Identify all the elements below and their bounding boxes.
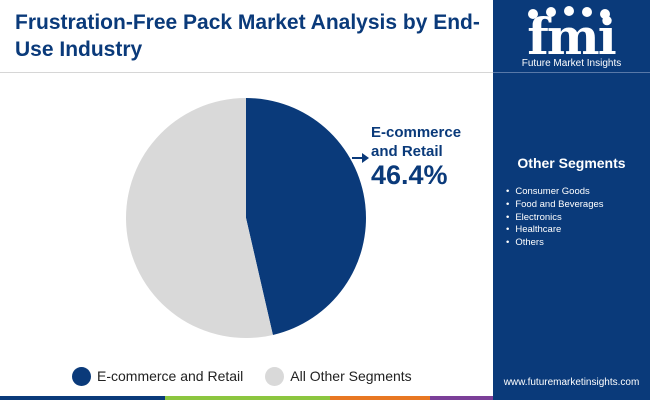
segments-list: Consumer Goods Food and Beverages Electr… [506,186,604,250]
bar-segment-blue [0,396,165,400]
sidebar: fmi Future Market Insights Other Segment… [493,0,650,400]
segment-item: Healthcare [506,224,604,237]
logo-dot-icon [600,9,610,19]
legend-label-ecommerce: E-commerce and Retail [97,368,244,384]
logo-name: Future Market Insights [521,58,622,69]
page-title: Frustration-Free Pack Market Analysis by… [15,11,480,61]
bottom-color-bar [0,396,493,400]
bar-segment-green [165,396,330,400]
logo-dot-icon [546,7,556,17]
sidebar-divider [493,72,650,73]
chart-legend: E-commerce and Retail All Other Segments [72,366,434,386]
fmi-logo: fmi [527,6,618,66]
segment-item: Food and Beverages [506,199,603,212]
main-panel: Frustration-Free Pack Market Analysis by… [0,11,493,400]
legend-swatch-other [265,366,285,386]
callout-label: E-commerce and Retail [371,124,462,160]
title-divider [0,72,493,73]
callout-value: 46.4% [371,160,448,190]
segments-title: Other Segments [517,155,626,171]
logo-dot-icon [564,6,574,16]
legend-swatch-ecommerce [72,366,91,386]
callout-arrow-icon [362,153,369,163]
pie-slice-ecommerce [246,98,367,335]
logo-dot-icon [582,7,592,17]
legend-item-ecommerce: E-commerce and Retail [72,366,244,386]
pie-slice-other [126,98,273,338]
segment-item: Others [506,237,604,250]
segment-item: Consumer Goods [506,186,604,199]
logo-dot-icon [528,9,538,19]
legend-item-other: All Other Segments [265,366,412,386]
bar-segment-purple [430,396,493,400]
bar-segment-orange [330,396,430,400]
legend-label-other: All Other Segments [290,368,412,384]
pie-chart [126,98,369,338]
segment-item: Electronics [506,212,604,225]
website-url[interactable]: www.futuremarketinsights.com [503,377,640,388]
